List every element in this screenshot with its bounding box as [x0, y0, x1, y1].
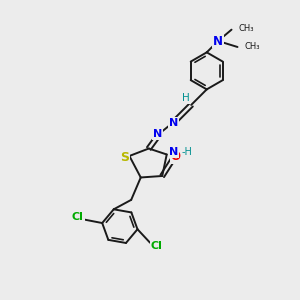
- Text: CH₃: CH₃: [244, 43, 260, 52]
- Text: Cl: Cl: [72, 212, 84, 222]
- Text: N: N: [213, 34, 223, 47]
- Text: N: N: [153, 130, 162, 140]
- Text: O: O: [171, 150, 181, 163]
- Text: N: N: [169, 118, 178, 128]
- Text: CH₃: CH₃: [238, 24, 254, 33]
- Text: Cl: Cl: [151, 241, 163, 251]
- Text: S: S: [120, 151, 129, 164]
- Text: N: N: [169, 147, 178, 157]
- Text: -H: -H: [182, 147, 193, 157]
- Text: H: H: [182, 93, 190, 103]
